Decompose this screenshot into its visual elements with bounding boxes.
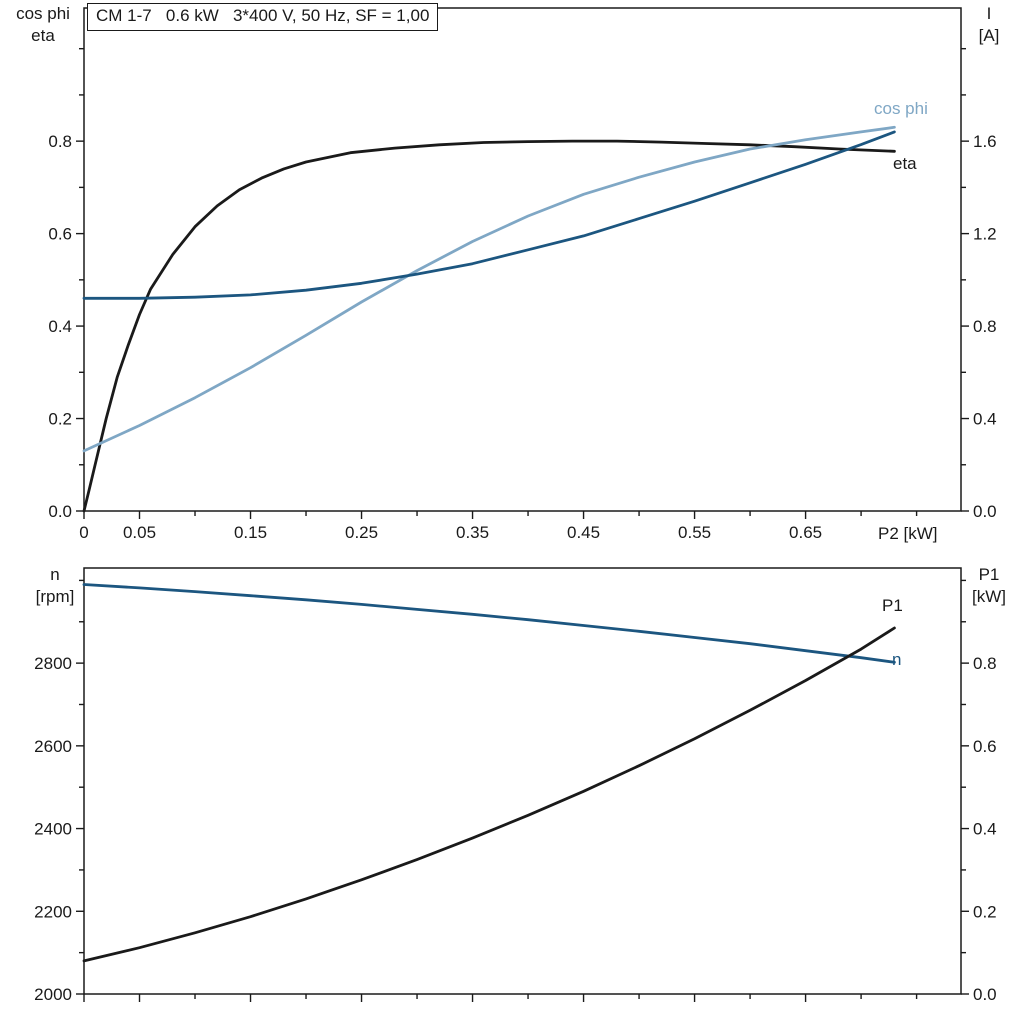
top-right-axis-label: I [A]	[964, 3, 1014, 47]
left-axis-line1: cos phi	[16, 4, 70, 23]
curve-label-p1: P1	[882, 596, 903, 615]
svg-text:0.45: 0.45	[567, 523, 600, 542]
svg-text:0.0: 0.0	[48, 502, 72, 521]
svg-text:0.65: 0.65	[789, 523, 822, 542]
svg-text:0.55: 0.55	[678, 523, 711, 542]
svg-text:1.2: 1.2	[973, 225, 997, 244]
svg-text:0.6: 0.6	[973, 737, 997, 756]
svg-text:0.2: 0.2	[48, 410, 72, 429]
svg-text:2200: 2200	[34, 902, 72, 921]
svg-text:0.05: 0.05	[123, 523, 156, 542]
svg-text:0.15: 0.15	[234, 523, 267, 542]
curve-label-n: n	[892, 650, 902, 669]
svg-text:0.8: 0.8	[973, 317, 997, 336]
left-axis-line1: n	[50, 565, 60, 584]
svg-text:0.8: 0.8	[973, 654, 997, 673]
top-left-axis-label: cos phi eta	[6, 3, 80, 47]
svg-text:0.4: 0.4	[973, 410, 997, 429]
curve-label-cos-phi: cos phi	[874, 99, 928, 118]
svg-text:0: 0	[79, 523, 88, 542]
svg-text:0.2: 0.2	[973, 902, 997, 921]
bottom-right-axis-label: P1 [kW]	[960, 564, 1018, 608]
svg-text:0.8: 0.8	[48, 132, 72, 151]
bottom-left-axis-label: n [rpm]	[22, 564, 88, 608]
left-axis-line2: eta	[31, 26, 55, 45]
x-axis-label: P2 [kW]	[878, 524, 938, 543]
right-axis-line2: [kW]	[972, 587, 1006, 606]
chart-title-box: CM 1-7 0.6 kW 3*400 V, 50 Hz, SF = 1,00	[87, 3, 439, 31]
right-axis-line1: I	[986, 4, 992, 23]
svg-text:0.0: 0.0	[973, 985, 997, 1004]
curve-label-eta: eta	[893, 154, 917, 173]
svg-text:0.25: 0.25	[345, 523, 378, 542]
svg-text:0.4: 0.4	[973, 820, 997, 839]
svg-text:2600: 2600	[34, 737, 72, 756]
svg-text:0.0: 0.0	[973, 502, 997, 521]
svg-text:0.4: 0.4	[48, 317, 72, 336]
svg-text:1.6: 1.6	[973, 132, 997, 151]
svg-text:2400: 2400	[34, 820, 72, 839]
left-axis-line2: [rpm]	[35, 587, 75, 606]
svg-text:2800: 2800	[34, 654, 72, 673]
right-axis-line2: [A]	[978, 26, 1000, 45]
svg-text:2000: 2000	[34, 985, 72, 1004]
svg-text:0.35: 0.35	[456, 523, 489, 542]
right-axis-line1: P1	[978, 565, 1000, 584]
svg-text:0.6: 0.6	[48, 225, 72, 244]
